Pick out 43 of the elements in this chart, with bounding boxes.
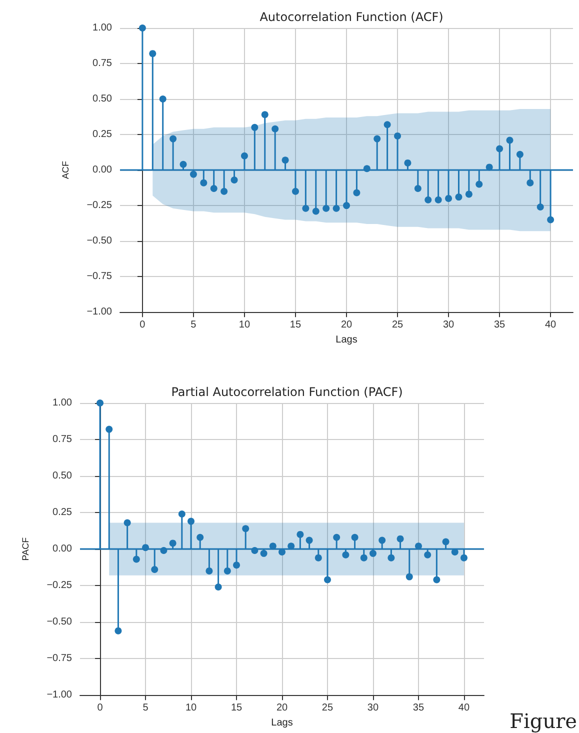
y-tick-label: 0.75 (52, 434, 72, 446)
x-tick-label: 0 (97, 702, 104, 714)
y-tick-label: 0.50 (52, 470, 72, 482)
x-tick-label: 0 (140, 320, 146, 331)
x-tick-label: 35 (412, 702, 424, 714)
x-tick-label: 15 (230, 702, 243, 714)
chart-title: Autocorrelation Function (ACF) (260, 10, 444, 24)
x-tick-label: 20 (276, 702, 288, 714)
x-tick-label: 10 (238, 320, 250, 331)
x-tick-label: 25 (322, 702, 334, 714)
y-tick-label: 1.00 (92, 22, 112, 34)
y-tick-label: 0.00 (92, 164, 112, 176)
x-tick-label: 10 (185, 702, 198, 714)
chart-title: Partial Autocorrelation Function (PACF) (171, 385, 403, 399)
text: Figure (510, 709, 578, 733)
y-tick-label: −0.25 (86, 200, 112, 212)
y-tick-label: −1.00 (46, 690, 72, 701)
x-tick-label: 15 (290, 320, 302, 331)
y-tick-label: 1.00 (52, 398, 72, 408)
y-tick-label: 0.50 (92, 94, 112, 105)
y-tick-label: −0.75 (86, 271, 112, 282)
y-axis-title: PACF (20, 536, 30, 561)
y-axis-title: ACF (60, 160, 70, 180)
x-tick-label: 40 (544, 320, 557, 331)
y-tick-label: −0.25 (46, 580, 72, 592)
x-tick-label: 5 (142, 702, 149, 714)
y-tick-label: 0.25 (92, 129, 112, 140)
y-tick-label: −0.50 (46, 616, 72, 628)
x-tick-label: 40 (458, 702, 470, 714)
y-tick-label: −0.50 (86, 236, 112, 247)
x-tick-label: 25 (392, 320, 404, 331)
x-axis-title: Lags (336, 334, 358, 346)
x-axis-title: Lags (271, 718, 293, 728)
x-tick-label: 5 (190, 320, 197, 331)
x-tick-label: 30 (367, 702, 379, 714)
y-tick-label: −1.00 (86, 306, 112, 318)
x-tick-label: 20 (340, 320, 352, 331)
y-tick-label: 0.25 (52, 507, 72, 518)
y-tick-label: 0.75 (92, 58, 112, 70)
x-tick-label: 35 (494, 320, 506, 331)
y-tick-label: 0.00 (52, 544, 72, 555)
x-tick-label: 30 (442, 320, 455, 331)
y-tick-label: −0.75 (46, 653, 72, 664)
